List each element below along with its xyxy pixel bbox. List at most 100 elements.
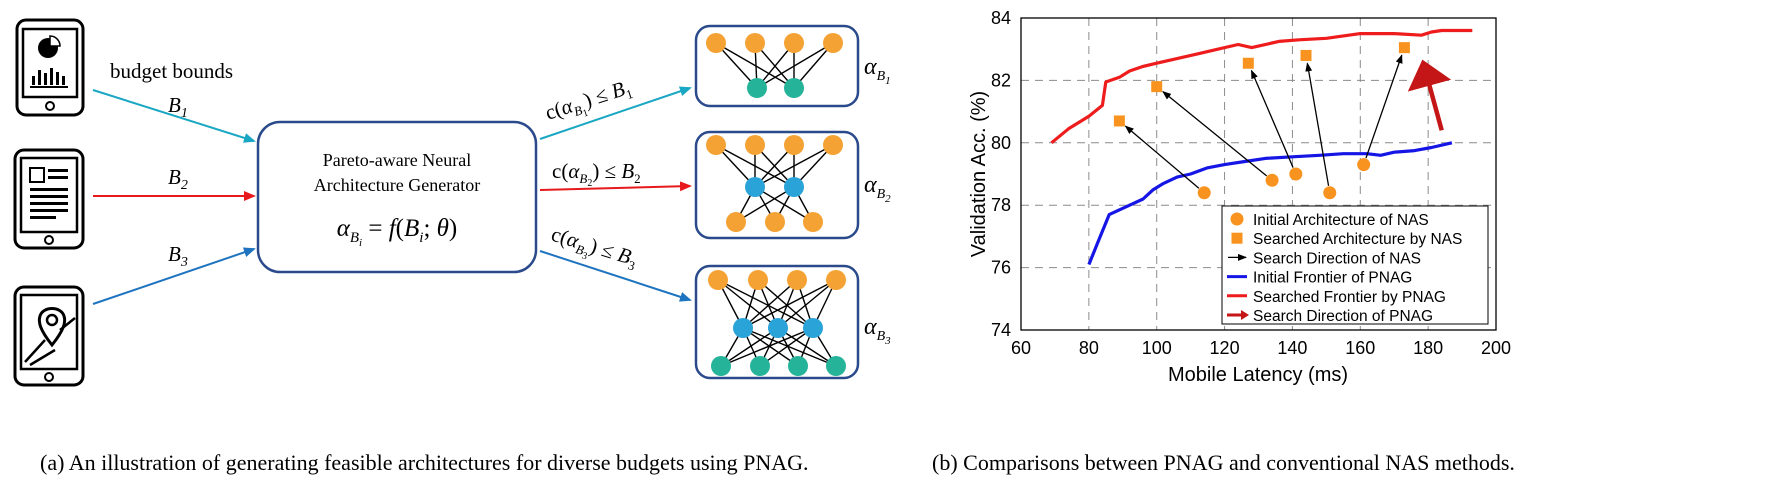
initial-arch-point (1357, 158, 1371, 172)
arch-box-1 (694, 24, 860, 108)
x-tick-label: 60 (1011, 338, 1031, 358)
architecture-points (1113, 42, 1410, 200)
generator-title-line1: Pareto-aware Neural (323, 150, 471, 170)
net-node (745, 177, 765, 197)
legend-entry-label: Searched Architecture by NAS (1253, 231, 1462, 248)
net-edge (717, 279, 814, 329)
net-edge (757, 279, 814, 329)
net-edge (742, 279, 798, 329)
frontier-line (1087, 141, 1453, 266)
frontier-line (1050, 28, 1473, 145)
net-node (747, 78, 767, 98)
y-tick-label: 78 (991, 195, 1011, 215)
arch-label-3: αB3 (864, 314, 891, 347)
net-node (788, 356, 808, 376)
net-node (711, 356, 731, 376)
nas-search-arrows (1124, 54, 1452, 189)
searched-arch-point (1151, 81, 1163, 93)
network-graphs (706, 33, 846, 376)
arch-box-2 (694, 130, 860, 240)
nas-search-arrow (1124, 125, 1200, 189)
nas-search-arrow (1305, 62, 1330, 186)
net-edge (777, 327, 837, 367)
nas-search-arrow (1162, 91, 1268, 177)
constraint-arrow-2 (539, 181, 692, 192)
legend-entry-label: Searched Frontier by PNAG (1253, 289, 1446, 306)
net-node (826, 356, 846, 376)
x-axis-label: Mobile Latency (ms) (1168, 364, 1348, 386)
generator-box (256, 120, 538, 274)
net-node (745, 33, 765, 53)
x-tick-label: 100 (1142, 338, 1172, 358)
initial-arch-point (1323, 186, 1337, 200)
y-tick-label: 80 (991, 133, 1011, 153)
axis-ticks: 60 80 100 120 140 160 180 200 74 76 78 80 82 84 (991, 8, 1511, 358)
figure-canvas: budget bounds B1 B2 B3 Pareto-aware Neur… (13, 8, 1511, 387)
x-tick-label: 180 (1413, 338, 1443, 358)
net-node (784, 177, 804, 197)
net-node (765, 212, 785, 232)
net-node (823, 135, 843, 155)
budget-label-b1: B1 (168, 93, 188, 121)
x-tick-label: 140 (1277, 338, 1307, 358)
y-tick-label: 74 (991, 320, 1011, 340)
net-edge (720, 327, 814, 367)
constraint-label-2: c(αB2) ≤ B2 (552, 159, 641, 189)
chart-legend (1221, 205, 1489, 325)
generator-title-line2: Architecture Generator (314, 175, 480, 195)
caption-b: (b) Comparisons between PNAG and convent… (932, 450, 1515, 475)
plot-frame (1020, 17, 1497, 331)
initial-arch-point (1265, 173, 1279, 187)
net-edge (759, 327, 814, 367)
net-edge (777, 279, 837, 329)
net-node (708, 270, 728, 290)
net-node (733, 318, 753, 338)
legend-marker-arrowhead (1241, 310, 1249, 320)
net-node (784, 78, 804, 98)
constraint-arrow-3 (539, 250, 692, 302)
net-node (823, 33, 843, 53)
nas-search-arrow (1365, 54, 1403, 159)
x-tick-label: 160 (1345, 338, 1375, 358)
net-edge (735, 186, 795, 223)
legend-entry-label: Initial Architecture of NAS (1253, 212, 1429, 229)
net-node (803, 318, 823, 338)
x-tick-label: 80 (1079, 338, 1099, 358)
net-edge (742, 279, 837, 329)
x-tick-label: 120 (1210, 338, 1240, 358)
net-node (768, 318, 788, 338)
net-edge (742, 327, 799, 367)
net-node (803, 212, 823, 232)
net-edge (717, 279, 779, 329)
budget-label-b2: B2 (168, 165, 188, 193)
net-node (784, 135, 804, 155)
net-edge (715, 42, 795, 89)
y-axis-label: Validation Acc. (%) (968, 91, 990, 257)
phone-chart-icon (15, 18, 85, 117)
net-node (748, 270, 768, 290)
frontier-lines (1050, 28, 1473, 266)
initial-arch-point (1197, 186, 1211, 200)
tablet-map-icon (13, 285, 85, 387)
net-node (706, 135, 726, 155)
searched-arch-point (1398, 42, 1410, 54)
net-node (706, 33, 726, 53)
budget-arrow-b3 (92, 247, 256, 305)
net-edge (756, 42, 834, 89)
y-tick-label: 84 (991, 8, 1011, 28)
budget-arrow-b1 (92, 89, 256, 143)
searched-arch-point (1113, 115, 1125, 127)
searched-arch-point (1300, 49, 1312, 61)
net-edge (742, 327, 837, 367)
budget-bounds-label: budget bounds (110, 59, 233, 83)
initial-arch-point (1289, 167, 1303, 181)
net-edge (754, 144, 834, 188)
legend-entry-label: Initial Frontier of PNAG (1253, 270, 1412, 287)
constraint-arrow-1 (539, 86, 692, 140)
legend-marker-square (1231, 232, 1243, 244)
legend-entry-label: Search Direction of NAS (1253, 250, 1421, 267)
net-node (826, 270, 846, 290)
net-node (784, 33, 804, 53)
net-node (787, 270, 807, 290)
net-edge (715, 42, 758, 89)
